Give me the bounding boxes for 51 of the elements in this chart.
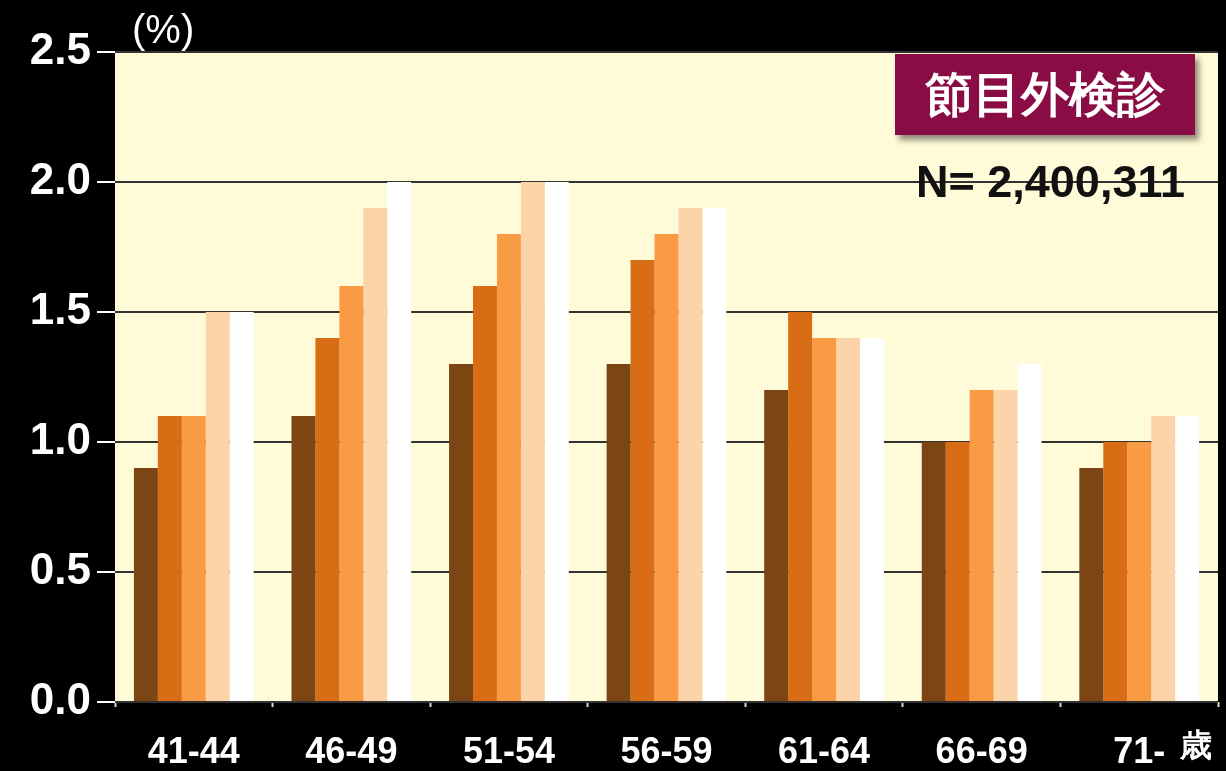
chart-title: 節目外検診 [895,54,1195,135]
bar [1103,442,1128,701]
x-tick-label: 41-44 [147,729,240,771]
bar [702,208,727,701]
y-tick-label: 1.5 [29,284,91,334]
y-tick-label: 2.0 [29,154,91,204]
bar [921,442,946,701]
bar [1175,416,1200,701]
bar [520,182,545,701]
bar [860,338,884,701]
bar [157,416,182,701]
bar [1017,364,1042,701]
bar [449,364,473,701]
x-tick-label: 51-54 [462,729,555,771]
y-axis-title: (%) [132,6,195,52]
x-tick-label: 66-69 [935,729,1028,771]
bar [363,208,388,701]
bar [291,416,316,701]
y-tick-label: 0.5 [29,544,91,594]
x-tick-label: 46-49 [305,729,398,771]
bar [544,182,569,701]
bar [969,390,994,701]
bar [654,234,679,701]
bar [945,442,970,701]
x-tick-label: 61-64 [778,729,871,771]
y-tick-label: 1.0 [29,414,91,464]
bar [496,234,521,701]
bar [181,416,206,701]
bar [1151,416,1176,701]
x-tick-label: 71- [1113,729,1166,771]
bar [678,208,703,701]
bar [993,390,1018,701]
bar [205,312,230,701]
bar [339,286,364,701]
bar [788,312,813,701]
x-axis-title: 歳 [1180,726,1212,764]
bar [315,338,340,701]
bar [229,312,254,701]
bar [812,338,837,701]
bar [606,364,631,701]
bar [473,286,497,701]
bar [764,390,789,701]
bar [387,182,412,701]
bar [836,338,860,701]
y-tick-label: 2.5 [29,24,91,74]
bar [630,260,655,701]
bar [133,468,158,701]
x-tick-label: 56-59 [620,729,713,771]
y-tick-label: 0.0 [29,674,91,724]
bar [1079,468,1104,701]
bar [1127,442,1152,701]
